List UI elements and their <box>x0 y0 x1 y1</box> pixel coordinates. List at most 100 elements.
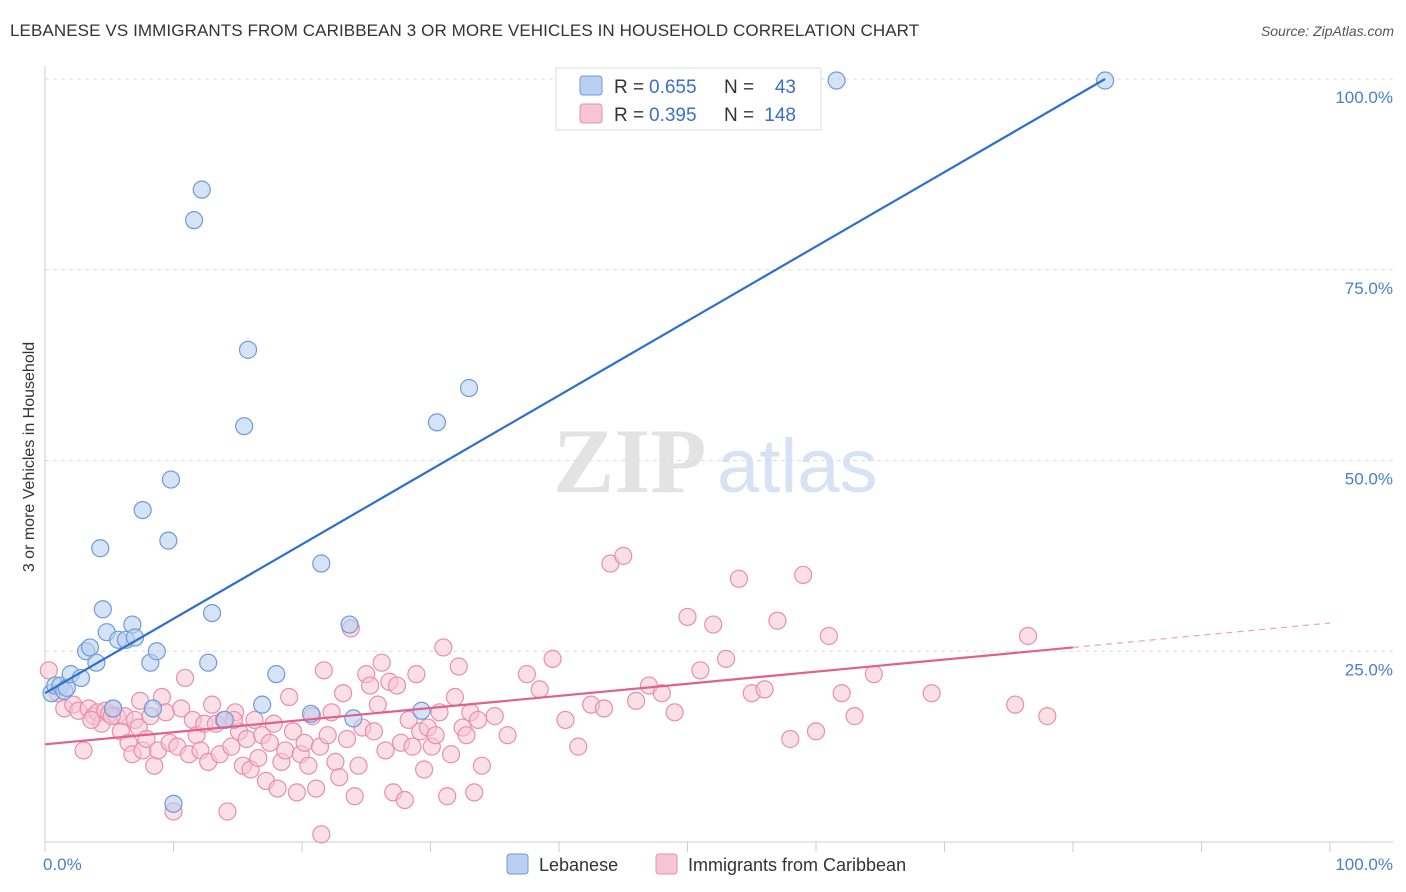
caribbean-point-88 <box>395 790 414 810</box>
lebanese-point-35 <box>344 709 363 728</box>
caribbean-point-131 <box>768 611 787 630</box>
bottom-legend-caribbean: Immigrants from Caribbean <box>688 855 906 875</box>
caribbean-point-42 <box>218 802 237 821</box>
lebanese-point-34 <box>340 615 359 634</box>
x-tick-label-1: 100.0% <box>1335 855 1393 874</box>
caribbean-point-43 <box>222 737 241 756</box>
caribbean-point-112 <box>530 680 549 699</box>
lebanese-point-30 <box>253 695 272 714</box>
bottom-legend-lebanese: Lebanese <box>539 855 618 875</box>
caribbean-point-110 <box>498 726 517 745</box>
caribbean-point-82 <box>372 653 391 672</box>
lebanese-point-40 <box>1096 71 1115 90</box>
caribbean-point-144 <box>82 710 101 730</box>
gridlines <box>45 78 1393 652</box>
lebanese-point-23 <box>184 211 204 230</box>
legend-n-value-2: 148 <box>764 105 796 126</box>
chart-title: LEBANESE VS IMMIGRANTS FROM CARIBBEAN 3 … <box>10 21 920 40</box>
legend-r-label-1: R = <box>614 77 644 98</box>
caribbean-point-117 <box>594 699 614 718</box>
caribbean-point-114 <box>556 710 575 730</box>
caribbean-point-133 <box>794 565 813 585</box>
legend-swatch-caribbean <box>579 103 603 124</box>
caribbean-point-141 <box>1018 626 1038 646</box>
caribbean-point-63 <box>299 756 318 775</box>
caribbean-point-62 <box>295 733 314 752</box>
watermark: ZIP atlas <box>553 410 878 512</box>
caribbean-point-93 <box>414 760 434 779</box>
caribbean-point-65 <box>307 779 326 798</box>
y-tick-labels: 100.0% 75.0% 50.0% 25.0% <box>1335 88 1393 679</box>
caribbean-point-132 <box>781 729 800 749</box>
lebanese-point-22 <box>164 794 183 813</box>
caribbean-point-59 <box>283 722 303 741</box>
caribbean-point-80 <box>364 722 384 741</box>
caribbean-points <box>39 546 1057 844</box>
caribbean-point-127 <box>716 649 736 668</box>
caribbean-point-122 <box>652 684 671 703</box>
y-tick-label-0: 100.0% <box>1335 88 1393 107</box>
lebanese-point-39 <box>827 71 846 90</box>
caribbean-point-100 <box>441 745 461 764</box>
lebanese-point-38 <box>459 378 479 398</box>
legend-n-label-1: N = <box>724 77 754 98</box>
legend-r-value-2: 0.395 <box>649 105 697 126</box>
caribbean-point-83 <box>376 741 395 760</box>
lebanese-point-31 <box>267 665 286 684</box>
caribbean-point-120 <box>626 691 646 710</box>
caribbean-point-98 <box>434 638 453 657</box>
lebanese-trend-line <box>44 78 1106 695</box>
caribbean-point-99 <box>438 787 457 806</box>
lebanese-point-37 <box>427 413 447 432</box>
caribbean-point-60 <box>287 783 306 802</box>
caribbean-point-101 <box>445 687 465 707</box>
bottom-legend-swatch-lebanese <box>506 853 529 875</box>
caribbean-point-72 <box>334 684 353 703</box>
caribbean-point-109 <box>485 707 504 726</box>
caribbean-trend-line <box>44 646 1074 746</box>
lebanese-point-28 <box>235 417 254 436</box>
caribbean-point-130 <box>755 680 774 699</box>
caribbean-point-71 <box>330 768 349 787</box>
caribbean-point-89 <box>399 710 418 730</box>
caribbean-point-128 <box>729 569 749 588</box>
caribbean-point-0 <box>39 661 58 680</box>
caribbean-point-86 <box>387 676 407 695</box>
caribbean-point-68 <box>318 726 337 745</box>
lebanese-point-24 <box>192 180 211 199</box>
caribbean-point-106 <box>465 783 484 802</box>
axes <box>44 66 1393 852</box>
caribbean-point-30 <box>172 699 191 718</box>
caribbean-point-125 <box>691 661 710 680</box>
caribbean-point-75 <box>345 787 364 806</box>
x-tick-labels: 0.0% 100.0% <box>43 855 1393 874</box>
caribbean-point-90 <box>403 737 422 756</box>
caribbean-point-47 <box>237 729 256 749</box>
caribbean-point-126 <box>704 615 723 634</box>
caribbean-point-136 <box>832 684 851 703</box>
caribbean-point-58 <box>280 687 299 707</box>
caribbean-point-139 <box>922 684 941 703</box>
lebanese-point-21 <box>159 531 178 550</box>
caribbean-point-140 <box>1006 695 1025 714</box>
caribbean-point-104 <box>457 726 476 745</box>
lebanese-point-12 <box>104 699 123 718</box>
legend-swatch-lebanese <box>579 75 603 96</box>
legend-r-value-1: 0.655 <box>649 77 697 98</box>
legend-n-value-1: 43 <box>775 77 796 98</box>
caribbean-point-111 <box>517 665 536 684</box>
caribbean-point-76 <box>349 756 368 775</box>
caribbean-point-102 <box>449 657 468 676</box>
lebanese-point-20 <box>147 642 166 661</box>
source-label: Source: ZipAtlas.com <box>1260 23 1394 39</box>
caribbean-point-55 <box>268 779 287 798</box>
lebanese-point-26 <box>202 603 222 623</box>
lebanese-point-42 <box>161 470 181 489</box>
x-tick-label-0: 0.0% <box>43 855 82 874</box>
legend-n-label-2: N = <box>724 105 754 126</box>
caribbean-trend-extension <box>1072 622 1331 649</box>
lebanese-point-8 <box>80 638 100 657</box>
lebanese-points <box>42 71 1115 813</box>
caribbean-point-143 <box>312 825 331 844</box>
